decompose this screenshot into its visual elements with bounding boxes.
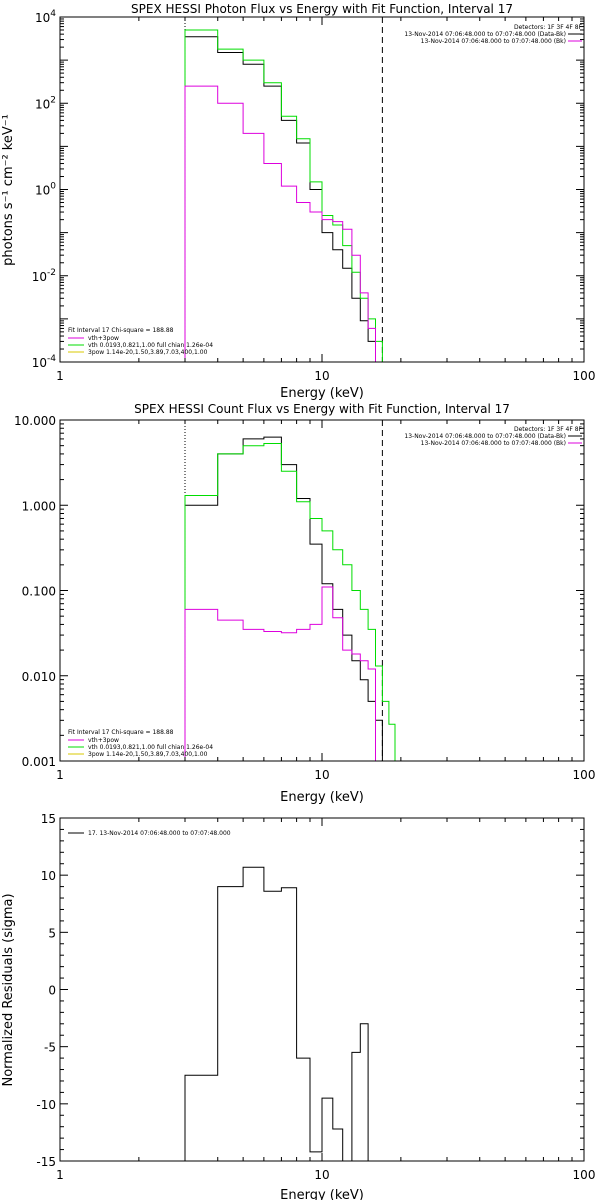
photon-flux-panel: SPEX HESSI Photon Flux vs Energy with Fi… (1, 2, 595, 401)
count-flux-y-tick-label: 10.000 (14, 414, 56, 428)
residuals-x-tick-label: 10 (314, 1168, 329, 1182)
residuals-axes: 1 10 100 15 10 5 0 -5 -10 -15 (36, 812, 595, 1182)
residuals-x-tick-label: 1 (56, 1168, 64, 1182)
count-flux-y-tick-label: 0.100 (22, 585, 56, 599)
count-flux-series-thermal (184, 586, 383, 762)
photon-flux-y-tick-label: 100 (35, 182, 56, 198)
residuals-x-tick-label: 100 (573, 1168, 596, 1182)
residuals-ylabel: Normalized Residuals (sigma) (1, 893, 16, 1086)
photon-flux-fit-label: vth 0.0193,0.821,1.00 full chian 1.26e-0… (88, 342, 213, 349)
photon-flux-fit-label: vth+3pow (88, 335, 119, 342)
residuals-y-tick-label: -10 (36, 1098, 56, 1112)
residuals-panel: 1 10 100 15 10 5 0 -5 -10 -15 Energy (keV) Normal… (1, 812, 595, 1200)
residuals-xlabel: Energy (keV) (280, 1188, 364, 1200)
photon-flux-legend-item: 13-Nov-2014 07:06:48.000 to 07:07:48.000… (421, 38, 582, 45)
photon-flux-x-tick-label: 1 (56, 369, 64, 383)
count-flux-legend-header: Detectors: 1F 3F 4F 8F (514, 426, 583, 433)
photon-flux-legend-label: 13-Nov-2014 07:06:48.000 to 07:07:48.000… (421, 38, 566, 45)
count-flux-legend-item: 13-Nov-2014 07:06:48.000 to 07:07:48.000… (404, 433, 582, 440)
photon-flux-fit-header: Fit Interval 17 Chi-square = 188.88 (68, 327, 174, 334)
photon-flux-series-thermal (184, 85, 376, 362)
photon-flux-y-tick-label: 104 (35, 9, 56, 25)
count-flux-title: SPEX HESSI Count Flux vs Energy with Fit… (134, 402, 510, 416)
count-flux-xlabel: Energy (keV) (280, 790, 364, 805)
photon-flux-x-tick-label: 10 (314, 369, 329, 383)
count-flux-x-tick-label: 1 (56, 768, 64, 782)
count-flux-y-tick-label: 0.010 (22, 670, 56, 684)
residuals-series-data (184, 866, 369, 1162)
count-flux-fit-label: vth 0.0193,0.821,1.00 full chian 1.26e-0… (88, 744, 213, 751)
count-flux-series-data (184, 436, 383, 761)
photon-flux-fit-item: vth 0.0193,0.821,1.00 full chian 1.26e-0… (68, 342, 213, 349)
photon-flux-series-total (184, 29, 389, 363)
residuals-y-tick-label: 15 (41, 812, 56, 826)
count-flux-x-tick-label: 10 (314, 768, 329, 782)
photon-flux-legend-item: 13-Nov-2014 07:06:48.000 to 07:07:48.000… (404, 31, 582, 38)
photon-flux-axes: 1 10 100 104 102 100 10-2 10-4 (32, 9, 596, 383)
count-flux-legend-label: 13-Nov-2014 07:06:48.000 to 07:07:48.000… (404, 433, 566, 440)
photon-flux-series-data (184, 36, 383, 363)
count-flux-panel: SPEX HESSI Count Flux vs Energy with Fit… (14, 402, 595, 805)
count-flux-fit-label: vth+3pow (88, 737, 119, 744)
count-flux-series-total (184, 443, 401, 762)
residuals-plot-area (184, 866, 369, 1162)
photon-flux-xlabel: Energy (keV) (280, 386, 364, 401)
photon-flux-ylabel: photons s⁻¹ cm⁻² keV⁻¹ (1, 114, 16, 266)
photon-flux-y-tick-label: 10-2 (32, 268, 56, 284)
count-flux-legend-item: 13-Nov-2014 07:06:48.000 to 07:07:48.000… (421, 440, 582, 447)
photon-flux-title: SPEX HESSI Photon Flux vs Energy with Fi… (131, 2, 513, 16)
photon-flux-legend-label: 13-Nov-2014 07:06:48.000 to 07:07:48.000… (404, 31, 566, 38)
residuals-legend-label: 17. 13-Nov-2014 07:06:48.000 to 07:07:48… (88, 830, 231, 837)
count-flux-fit-header: Fit Interval 17 Chi-square = 188.88 (68, 729, 174, 736)
photon-flux-plot-area (184, 17, 389, 363)
count-flux-fit-item: vth+3pow (68, 737, 119, 744)
residuals-y-tick-label: 0 (48, 984, 56, 998)
count-flux-fit-item: vth 0.0193,0.821,1.00 full chian 1.26e-0… (68, 744, 213, 751)
count-flux-plot-area (184, 420, 401, 762)
residuals-legend-item: 17. 13-Nov-2014 07:06:48.000 to 07:07:48… (68, 830, 231, 837)
photon-flux-x-tick-label: 100 (573, 369, 596, 383)
photon-flux-legend-header: Detectors: 1F 3F 4F 8F (514, 24, 583, 31)
count-flux-fit-item: 3pow 1.14e-20,1.50,3.89,7.03,400,1.00 (68, 751, 208, 758)
photon-flux-fit-item: vth+3pow (68, 335, 119, 342)
photon-flux-fit-label: 3pow 1.14e-20,1.50,3.89,7.03,400,1.00 (88, 349, 208, 356)
residuals-y-tick-label: 5 (48, 926, 56, 940)
photon-flux-y-tick-label: 10-4 (32, 354, 57, 370)
residuals-y-tick-label: -5 (44, 1041, 56, 1055)
residuals-y-tick-label: 10 (41, 869, 56, 883)
count-flux-legend-label: 13-Nov-2014 07:06:48.000 to 07:07:48.000… (421, 440, 566, 447)
count-flux-y-tick-label: 1.000 (22, 499, 56, 513)
residuals-y-tick-label: -15 (36, 1155, 56, 1169)
photon-flux-y-tick-label: 102 (35, 95, 56, 111)
count-flux-axes: 1 10 100 10.000 1.000 0.100 0.010 0.001 (14, 414, 595, 782)
count-flux-fit-label: 3pow 1.14e-20,1.50,3.89,7.03,400,1.00 (88, 751, 208, 758)
photon-flux-fit-item: 3pow 1.14e-20,1.50,3.89,7.03,400,1.00 (68, 349, 208, 356)
count-flux-x-tick-label: 100 (573, 768, 596, 782)
count-flux-y-tick-label: 0.001 (22, 755, 56, 769)
